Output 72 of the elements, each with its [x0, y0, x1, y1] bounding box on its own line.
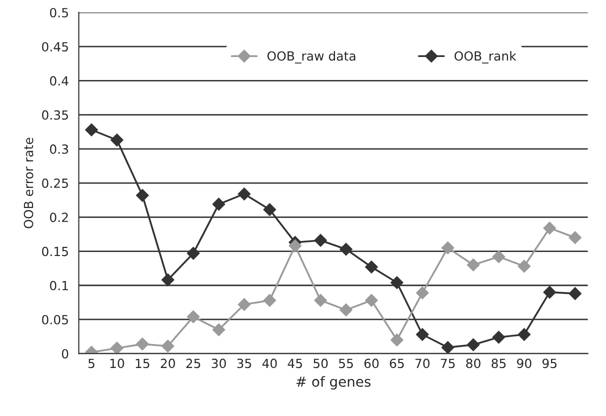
y-tick-label: 0.1 [50, 280, 68, 290]
x-tick-label: 5 [88, 358, 94, 368]
y-axis-title: OOB error rate [24, 138, 34, 228]
point [466, 338, 480, 352]
x-tick-label: 60 [364, 358, 379, 368]
x-tick-label: 95 [542, 358, 557, 368]
point [238, 188, 251, 200]
point [416, 328, 429, 341]
y-tick-label: 0.2 [50, 212, 68, 222]
y-tick-label: 0.05 [42, 314, 68, 324]
legend-label: OOB_raw data [267, 51, 356, 64]
point [288, 239, 302, 252]
point [314, 234, 327, 247]
x-tick-label: 20 [160, 358, 175, 368]
point [85, 123, 98, 136]
y-tick-label: 0.3 [50, 144, 68, 154]
point [441, 341, 454, 354]
y-tick-label: 0.5 [50, 8, 68, 18]
x-tick-label: 65 [390, 358, 404, 368]
point [212, 323, 226, 336]
point [161, 274, 174, 286]
point [543, 222, 556, 234]
point [161, 340, 174, 353]
x-tick-label: 35 [237, 358, 252, 368]
y-tick-label: 0.4 [50, 76, 68, 86]
legend-label: OOB_rank [454, 51, 516, 64]
y-tick-label: 0.35 [42, 110, 68, 120]
point [543, 286, 556, 299]
x-tick-label: 30 [212, 358, 226, 368]
point [365, 260, 378, 274]
point [466, 258, 480, 272]
point [263, 294, 276, 307]
x-tick-label: 25 [186, 358, 200, 368]
y-tick-label: 0.15 [42, 246, 68, 256]
point [518, 328, 531, 341]
x-tick-label: 80 [466, 358, 480, 368]
point [568, 231, 582, 244]
point [492, 330, 506, 344]
point [136, 188, 149, 202]
point [186, 310, 200, 324]
x-tick-label: 50 [314, 358, 328, 368]
x-tick-label: 10 [110, 358, 124, 368]
point [340, 304, 352, 316]
point [365, 294, 378, 307]
x-tick-label: 90 [517, 358, 532, 368]
point [340, 242, 352, 256]
point [416, 286, 429, 300]
x-tick-label: 75 [440, 358, 455, 368]
point [441, 241, 454, 254]
x-tick-label: 85 [492, 358, 506, 368]
point [492, 250, 506, 264]
x-axis-title: # of genes [296, 376, 371, 390]
point [186, 246, 200, 260]
point [263, 203, 276, 216]
point [136, 338, 149, 350]
x-tick-label: 40 [262, 358, 277, 368]
x-tick-label: 15 [136, 358, 150, 368]
point [238, 298, 251, 311]
point [518, 260, 531, 273]
y-tick-label: 0 [62, 349, 68, 359]
x-tick-label: 45 [288, 358, 302, 368]
x-tick-label: 70 [415, 358, 430, 368]
point [568, 287, 582, 300]
point [314, 294, 327, 307]
point [110, 134, 124, 146]
y-tick-label: 0.25 [42, 178, 68, 188]
y-tick-label: 0.45 [42, 42, 68, 52]
point [390, 334, 404, 346]
x-tick-label: 55 [339, 358, 353, 368]
point [212, 198, 226, 211]
point [110, 342, 124, 354]
point [390, 276, 404, 290]
